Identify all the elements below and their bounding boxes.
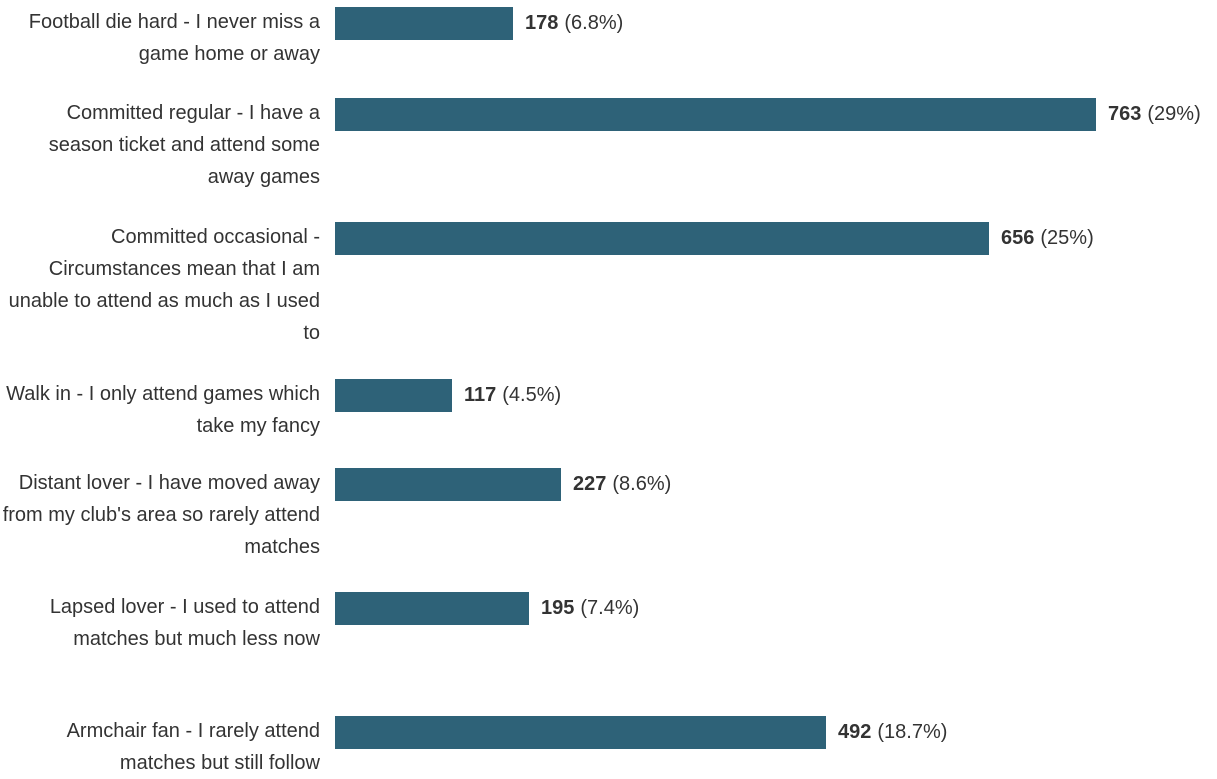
bar — [335, 7, 513, 40]
category-label: Walk in - I only attend games which take… — [6, 383, 320, 437]
data-label: 178 (6.8%) — [525, 7, 623, 40]
data-label: 656 (25%) — [1001, 222, 1094, 255]
percent-label: (8.6%) — [612, 473, 672, 495]
value-label: 178 — [525, 12, 559, 34]
bar — [335, 98, 1096, 131]
category-label: Committed occasional - Circumstances mea… — [8, 226, 320, 344]
data-label: 492 (18.7%) — [838, 716, 947, 749]
data-label: 117 (4.5%) — [464, 379, 561, 412]
percent-label: (7.4%) — [580, 597, 640, 619]
category-label: Distant lover - I have moved away from m… — [2, 472, 320, 558]
data-label: 227 (8.6%) — [573, 468, 671, 501]
value-label: 763 — [1108, 103, 1142, 125]
value-label: 227 — [573, 473, 607, 495]
bar — [335, 716, 826, 749]
data-label: 763 (29%) — [1108, 98, 1201, 131]
category-label: Lapsed lover - I used to attend matches … — [49, 596, 320, 650]
percent-label: (29%) — [1147, 103, 1201, 125]
value-label: 492 — [838, 721, 872, 743]
value-label: 195 — [541, 597, 575, 619]
data-label: 195 (7.4%) — [541, 592, 639, 625]
bar — [335, 468, 561, 501]
bar — [335, 222, 989, 255]
bar — [335, 379, 452, 412]
category-label: Football die hard - I never miss a game … — [28, 11, 320, 65]
bar — [335, 592, 529, 625]
category-label: Armchair fan - I rarely attend matches b… — [66, 720, 320, 774]
value-label: 656 — [1001, 227, 1035, 249]
percent-label: (6.8%) — [564, 12, 624, 34]
percent-label: (4.5%) — [502, 384, 562, 406]
percent-label: (18.7%) — [877, 721, 948, 743]
percent-label: (25%) — [1040, 227, 1094, 249]
category-label: Committed regular - I have a season tick… — [48, 102, 320, 188]
value-label: 117 — [464, 384, 497, 406]
